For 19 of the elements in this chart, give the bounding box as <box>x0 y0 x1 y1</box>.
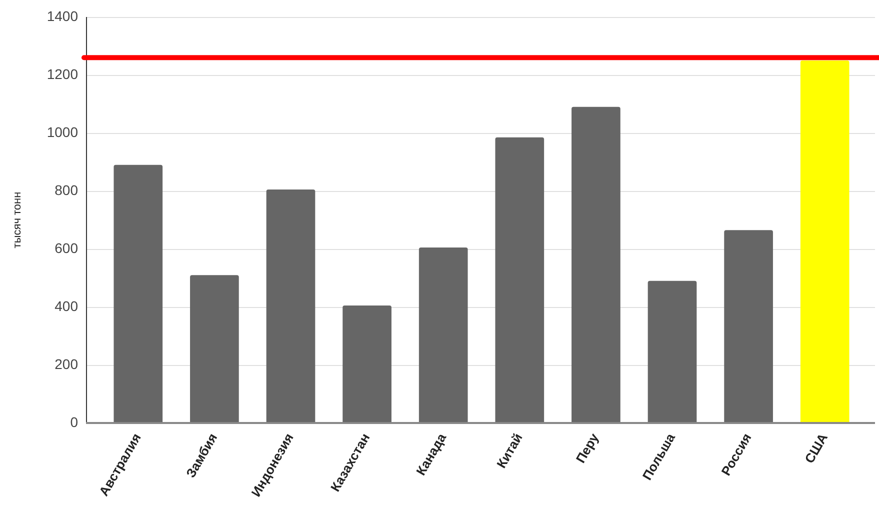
y-tick-label: 1200 <box>46 66 78 82</box>
bar <box>724 230 773 422</box>
y-tick-label: 400 <box>54 298 78 314</box>
y-tick-label: 800 <box>54 182 78 198</box>
bar <box>190 275 239 422</box>
y-tick-label: 200 <box>54 356 78 372</box>
bar <box>648 280 697 422</box>
bar <box>342 306 392 422</box>
y-axis-title: тысяч тонн <box>12 192 24 248</box>
bar <box>495 137 544 422</box>
bar <box>418 248 468 422</box>
bar <box>572 106 620 422</box>
y-tick-label: 600 <box>54 240 78 256</box>
bar <box>114 164 163 422</box>
bar <box>266 190 316 422</box>
y-tick-label: 1000 <box>46 124 78 140</box>
bar <box>800 60 850 422</box>
y-tick-label: 0 <box>70 414 78 430</box>
y-tick-label: 1400 <box>46 8 78 24</box>
